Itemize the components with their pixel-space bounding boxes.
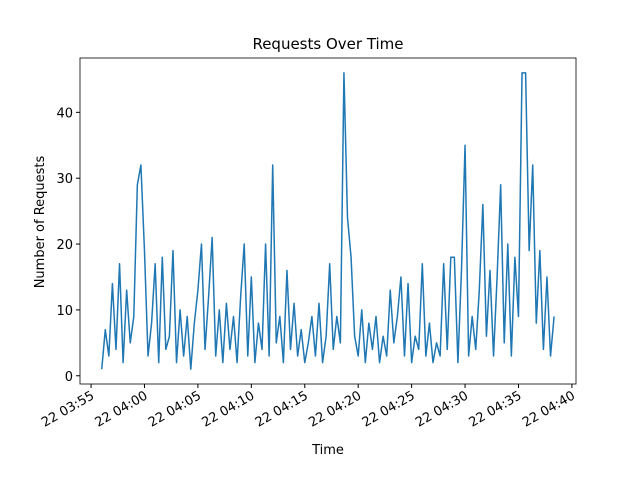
data-line xyxy=(100,72,555,370)
x-axis-label: Time xyxy=(311,443,344,458)
y-tick-label: 30 xyxy=(56,172,73,187)
chart-title: Requests Over Time xyxy=(252,35,403,53)
y-tick-label: 10 xyxy=(56,304,73,319)
y-tick-label: 0 xyxy=(65,370,73,385)
y-tick-label: 20 xyxy=(56,238,73,253)
y-tick-label: 40 xyxy=(56,106,73,121)
plot-frame xyxy=(79,57,577,385)
y-axis-label: Number of Requests xyxy=(33,155,48,288)
